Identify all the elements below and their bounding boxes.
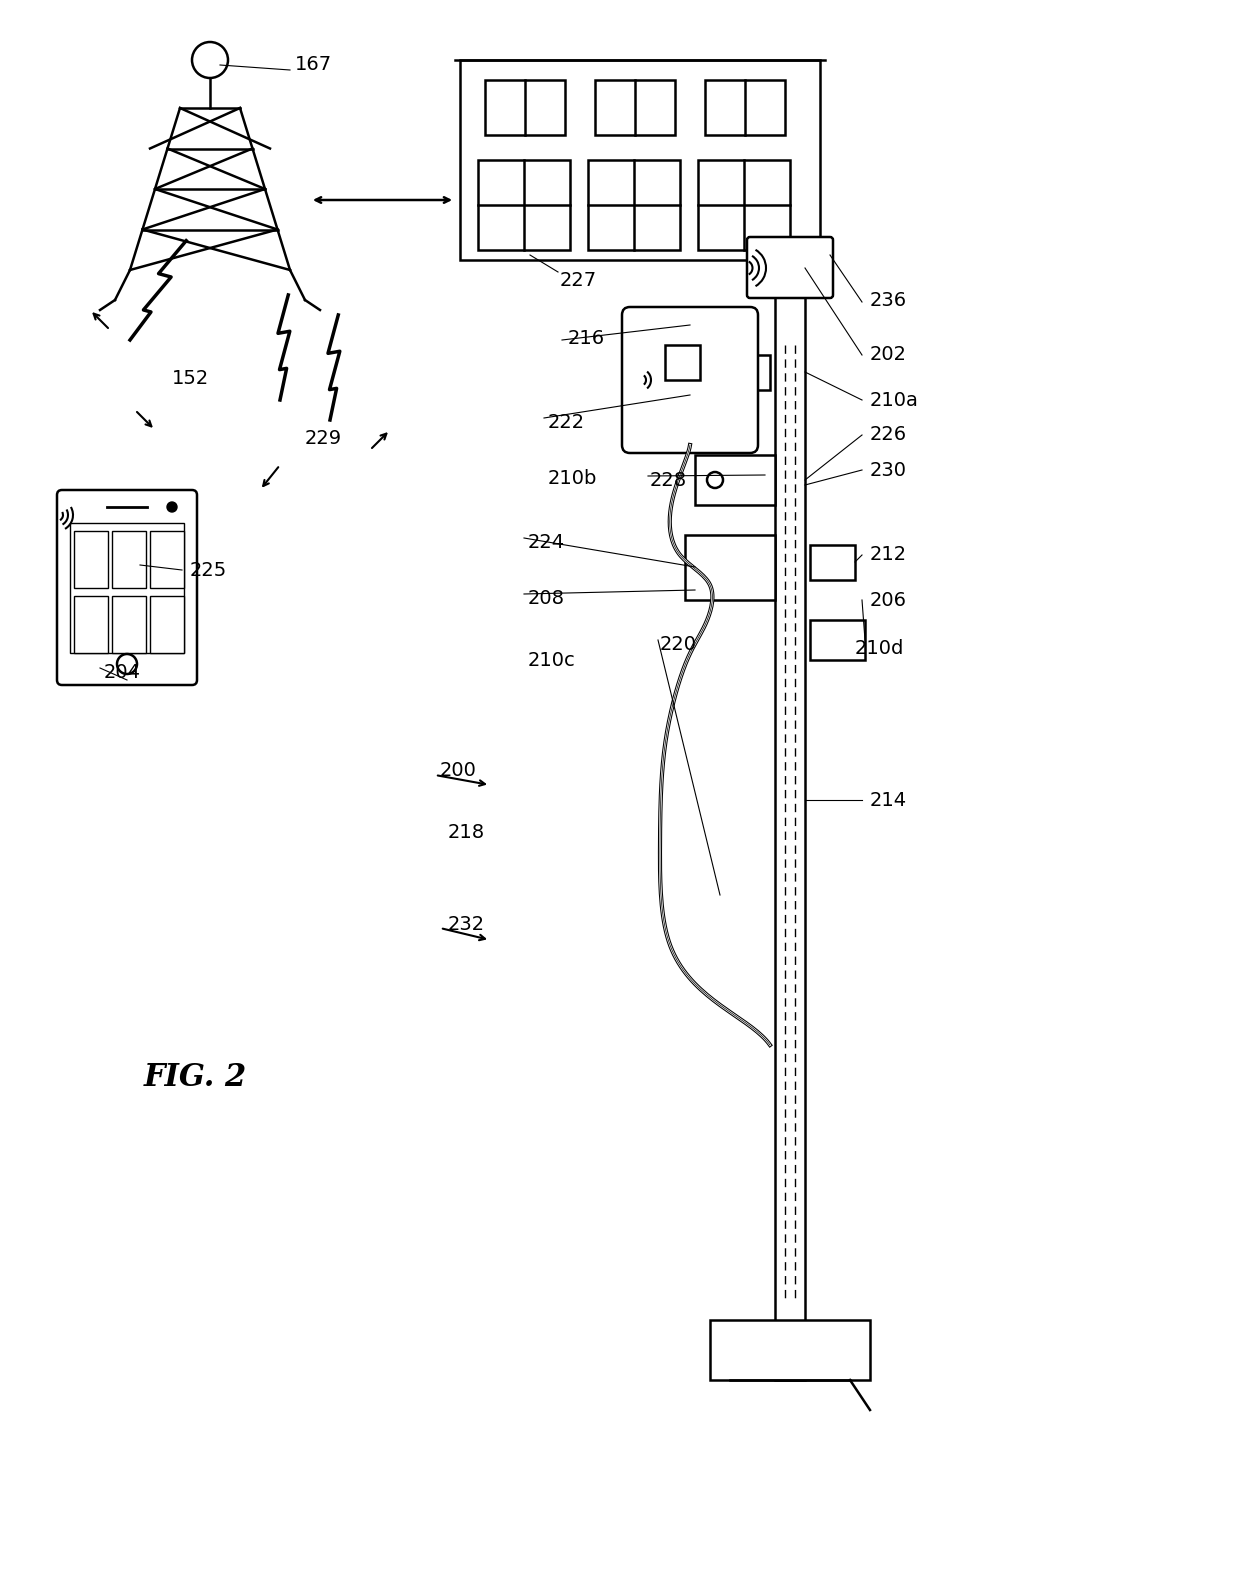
Text: 210d: 210d bbox=[856, 638, 904, 657]
Text: 200: 200 bbox=[440, 761, 477, 780]
Text: 210c: 210c bbox=[528, 651, 575, 670]
Text: 229: 229 bbox=[305, 429, 342, 448]
Text: 230: 230 bbox=[870, 461, 906, 480]
Bar bbox=[810, 545, 856, 581]
Bar bbox=[595, 80, 675, 136]
Bar bbox=[74, 531, 108, 589]
Bar bbox=[588, 160, 680, 250]
Bar bbox=[485, 80, 565, 136]
Text: 224: 224 bbox=[528, 533, 565, 552]
Text: 167: 167 bbox=[295, 56, 332, 75]
Bar bbox=[460, 61, 820, 260]
Text: FIG. 2: FIG. 2 bbox=[144, 1062, 247, 1094]
Text: 214: 214 bbox=[870, 791, 908, 810]
Text: 210a: 210a bbox=[870, 391, 919, 410]
Text: 202: 202 bbox=[870, 346, 906, 365]
Bar bbox=[150, 531, 184, 589]
Bar bbox=[694, 455, 775, 506]
Bar bbox=[706, 80, 785, 136]
Text: 226: 226 bbox=[870, 426, 908, 445]
Text: 220: 220 bbox=[660, 635, 697, 654]
Bar bbox=[684, 534, 775, 600]
Bar bbox=[810, 620, 866, 660]
Bar bbox=[711, 1321, 870, 1380]
Circle shape bbox=[167, 502, 177, 512]
Text: 232: 232 bbox=[448, 916, 485, 935]
Bar bbox=[477, 160, 570, 250]
Text: 208: 208 bbox=[528, 589, 565, 608]
FancyBboxPatch shape bbox=[622, 306, 758, 453]
Text: 218: 218 bbox=[448, 823, 485, 842]
Text: 212: 212 bbox=[870, 545, 908, 565]
Bar bbox=[69, 523, 184, 652]
Bar bbox=[112, 597, 146, 652]
Text: 236: 236 bbox=[870, 290, 908, 309]
Text: 228: 228 bbox=[650, 471, 687, 490]
Text: 227: 227 bbox=[560, 271, 598, 290]
Text: 216: 216 bbox=[568, 329, 605, 348]
Bar bbox=[730, 356, 770, 391]
FancyBboxPatch shape bbox=[746, 238, 833, 298]
Text: 222: 222 bbox=[548, 413, 585, 432]
Bar bbox=[665, 345, 701, 380]
Text: 206: 206 bbox=[870, 590, 906, 609]
Bar bbox=[775, 295, 805, 1380]
Bar bbox=[698, 160, 790, 250]
Text: 225: 225 bbox=[190, 560, 227, 579]
FancyBboxPatch shape bbox=[57, 490, 197, 684]
Bar bbox=[150, 597, 184, 652]
Text: 152: 152 bbox=[172, 368, 210, 388]
Text: 210b: 210b bbox=[548, 469, 598, 488]
Bar bbox=[112, 531, 146, 589]
Text: 204: 204 bbox=[104, 662, 141, 681]
Bar bbox=[74, 597, 108, 652]
